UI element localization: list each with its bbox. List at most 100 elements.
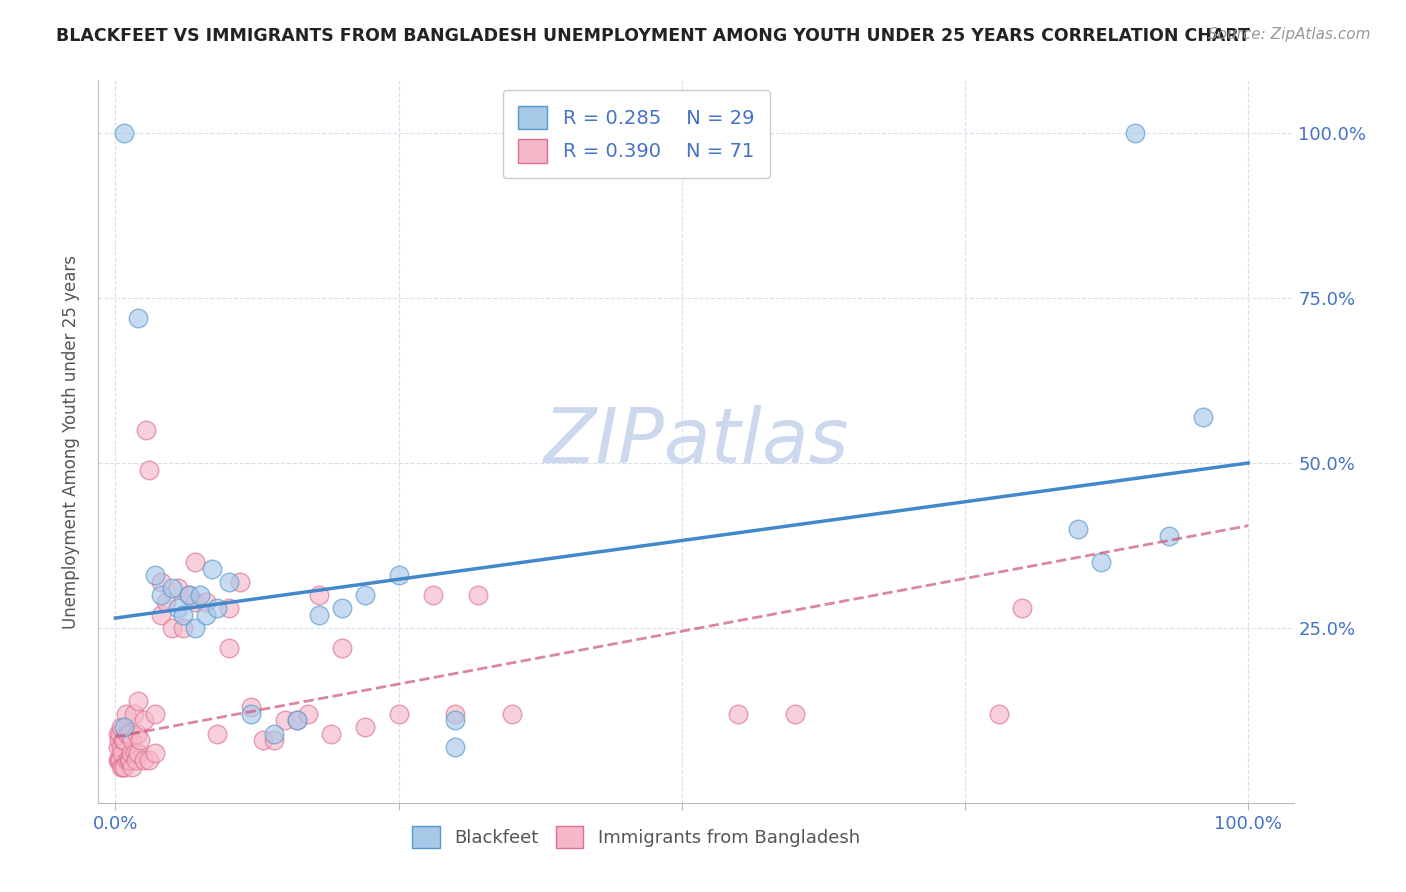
- Point: [132, 714, 155, 728]
- Point: [252, 733, 274, 747]
- Point: [195, 594, 218, 608]
- Point: [467, 588, 489, 602]
- Point: [1067, 522, 1090, 536]
- Point: [118, 753, 141, 767]
- Text: ZIPatlas: ZIPatlas: [543, 405, 849, 478]
- Point: [114, 759, 136, 773]
- Point: [444, 739, 467, 754]
- Point: [108, 726, 131, 740]
- Point: [240, 700, 263, 714]
- Point: [115, 753, 138, 767]
- Point: [218, 601, 240, 615]
- Point: [183, 621, 205, 635]
- Point: [125, 726, 148, 740]
- Point: [172, 621, 194, 635]
- Point: [263, 733, 285, 747]
- Point: [783, 706, 806, 721]
- Point: [207, 601, 229, 615]
- Point: [121, 759, 143, 773]
- Point: [388, 568, 411, 582]
- Point: [183, 594, 205, 608]
- Point: [274, 714, 297, 728]
- Point: [201, 561, 224, 575]
- Point: [149, 574, 172, 589]
- Point: [108, 753, 131, 767]
- Point: [124, 747, 146, 761]
- Point: [138, 753, 160, 767]
- Point: [160, 621, 183, 635]
- Point: [127, 310, 149, 325]
- Point: [129, 733, 152, 747]
- Point: [110, 720, 132, 734]
- Point: [177, 588, 200, 602]
- Point: [115, 726, 138, 740]
- Point: [207, 726, 229, 740]
- Point: [444, 706, 467, 721]
- Point: [1090, 555, 1112, 569]
- Point: [319, 726, 342, 740]
- Point: [160, 582, 183, 596]
- Point: [353, 720, 375, 734]
- Point: [114, 720, 136, 734]
- Point: [149, 607, 172, 622]
- Point: [120, 747, 142, 761]
- Point: [110, 759, 132, 773]
- Point: [127, 747, 149, 761]
- Point: [110, 739, 132, 754]
- Point: [988, 706, 1011, 721]
- Point: [114, 706, 136, 721]
- Point: [240, 706, 263, 721]
- Point: [135, 423, 157, 437]
- Point: [285, 714, 308, 728]
- Legend: Blackfeet, Immigrants from Bangladesh: Blackfeet, Immigrants from Bangladesh: [405, 819, 868, 855]
- Point: [172, 607, 194, 622]
- Point: [1011, 601, 1033, 615]
- Point: [218, 640, 240, 655]
- Point: [107, 739, 129, 754]
- Point: [388, 706, 411, 721]
- Point: [121, 733, 143, 747]
- Point: [112, 759, 135, 773]
- Point: [143, 706, 166, 721]
- Point: [297, 706, 319, 721]
- Text: BLACKFEET VS IMMIGRANTS FROM BANGLADESH UNEMPLOYMENT AMONG YOUTH UNDER 25 YEARS : BLACKFEET VS IMMIGRANTS FROM BANGLADESH …: [56, 27, 1250, 45]
- Point: [111, 747, 134, 761]
- Point: [108, 753, 131, 767]
- Point: [330, 640, 353, 655]
- Point: [149, 588, 172, 602]
- Point: [177, 588, 200, 602]
- Point: [183, 555, 205, 569]
- Point: [122, 706, 145, 721]
- Point: [330, 601, 353, 615]
- Point: [166, 582, 188, 596]
- Point: [727, 706, 749, 721]
- Point: [114, 733, 136, 747]
- Point: [107, 753, 129, 767]
- Point: [285, 714, 308, 728]
- Point: [112, 733, 135, 747]
- Point: [501, 706, 523, 721]
- Text: Source: ZipAtlas.com: Source: ZipAtlas.com: [1208, 27, 1371, 42]
- Point: [132, 753, 155, 767]
- Point: [118, 726, 141, 740]
- Y-axis label: Unemployment Among Youth under 25 years: Unemployment Among Youth under 25 years: [62, 254, 80, 629]
- Point: [143, 568, 166, 582]
- Point: [166, 601, 188, 615]
- Point: [114, 126, 136, 140]
- Point: [190, 588, 212, 602]
- Point: [120, 753, 142, 767]
- Point: [353, 588, 375, 602]
- Point: [125, 753, 148, 767]
- Point: [195, 607, 218, 622]
- Point: [444, 714, 467, 728]
- Point: [1192, 409, 1215, 424]
- Point: [218, 574, 240, 589]
- Point: [155, 594, 177, 608]
- Point: [107, 726, 129, 740]
- Point: [108, 733, 131, 747]
- Point: [1157, 528, 1180, 542]
- Point: [308, 588, 330, 602]
- Point: [143, 747, 166, 761]
- Point: [138, 462, 160, 476]
- Point: [308, 607, 330, 622]
